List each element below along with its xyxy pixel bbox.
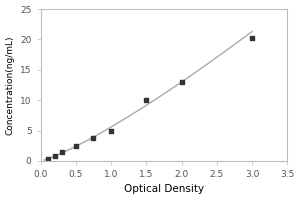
Y-axis label: Concentration(ng/mL): Concentration(ng/mL) [6, 35, 15, 135]
Point [109, 129, 113, 132]
Point [59, 150, 64, 153]
Point [250, 37, 254, 40]
Point [179, 80, 184, 84]
Point [45, 157, 50, 161]
X-axis label: Optical Density: Optical Density [124, 184, 204, 194]
Point [144, 99, 149, 102]
Point [52, 154, 57, 158]
Point [74, 144, 78, 147]
Point [91, 136, 96, 139]
